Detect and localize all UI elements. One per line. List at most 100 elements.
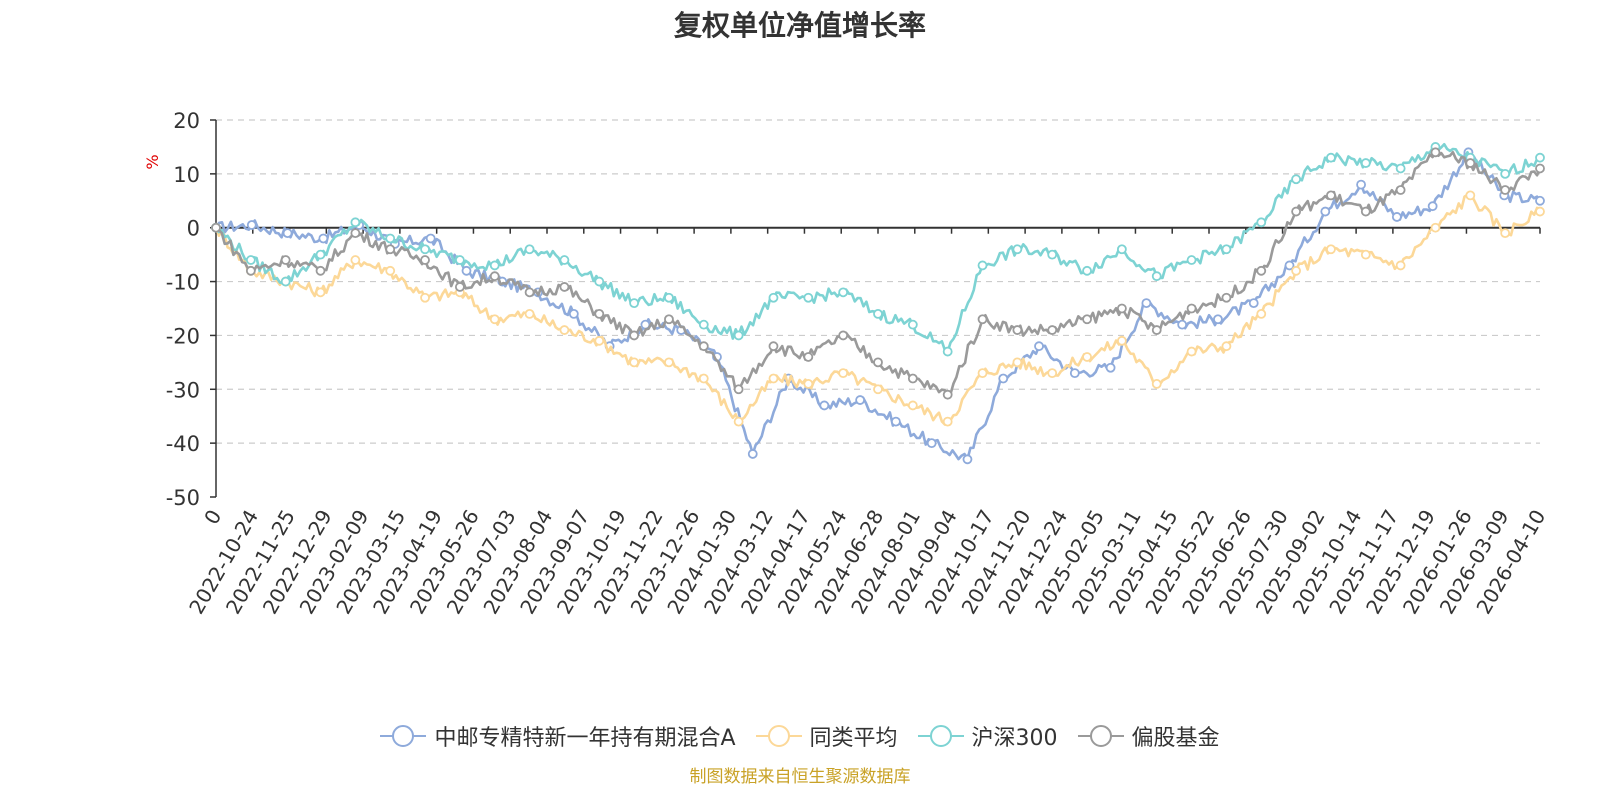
data-point: [942, 389, 953, 400]
data-point: [489, 271, 500, 282]
data-point: [594, 308, 605, 319]
data-point: [698, 319, 709, 330]
data-point: [664, 357, 674, 368]
data-point: [942, 346, 953, 357]
data-point: [211, 222, 221, 233]
data-point: [1326, 152, 1336, 163]
data-point: [1186, 303, 1197, 314]
legend-item[interactable]: 偏股基金: [1077, 720, 1220, 752]
data-point: [838, 368, 849, 379]
data-point: [1465, 158, 1476, 168]
data-point: [1291, 206, 1302, 217]
data-point: [977, 314, 988, 325]
data-point: [1356, 179, 1366, 190]
data-point: [1141, 298, 1152, 309]
data-point: [1427, 201, 1438, 212]
data-point: [594, 335, 605, 346]
grid-layer: [216, 119, 1540, 444]
data-point: [1116, 335, 1127, 346]
data-point: [1186, 346, 1197, 357]
data-point: [1360, 158, 1371, 168]
data-point: [1320, 206, 1331, 217]
data-point: [1082, 352, 1092, 362]
data-point: [1221, 244, 1232, 255]
data-point: [907, 373, 918, 384]
data-point: [425, 233, 436, 244]
data-point: [1535, 195, 1545, 206]
data-point: [873, 384, 883, 395]
data-point: [1151, 271, 1162, 282]
series-layer: [211, 142, 1545, 465]
data-point: [698, 341, 709, 352]
data-point: [977, 260, 988, 271]
data-point: [1105, 362, 1116, 373]
data-point: [1360, 206, 1371, 217]
data-point: [559, 255, 570, 265]
data-point: [350, 255, 361, 265]
y-tick-label: 0: [187, 217, 200, 241]
data-point: [803, 292, 814, 303]
data-point: [1047, 249, 1058, 260]
data-point: [1360, 249, 1371, 260]
data-point: [385, 265, 396, 276]
y-tick-label: -30: [166, 378, 200, 402]
data-point: [524, 308, 535, 319]
data-point: [559, 325, 570, 335]
data-point: [1395, 185, 1406, 195]
data-point: [489, 260, 500, 271]
data-point: [819, 400, 830, 411]
data-point: [489, 314, 500, 325]
data-point: [1500, 228, 1511, 239]
data-point: [1535, 152, 1545, 163]
data-point: [1012, 357, 1023, 368]
data-point: [629, 357, 640, 368]
data-point: [873, 308, 883, 319]
data-point: [1535, 206, 1545, 217]
data-point: [907, 400, 918, 411]
data-point: [1430, 222, 1441, 233]
y-tick-label: 10: [173, 163, 200, 187]
data-point: [629, 298, 640, 309]
legend-marker-icon: [755, 724, 802, 748]
legend-item[interactable]: 沪深300: [917, 720, 1058, 752]
data-point: [926, 438, 937, 449]
data-point: [1082, 265, 1092, 276]
data-point: [1186, 255, 1197, 265]
legend: 中邮专精特新一年持有期混合A 同类平均 沪深300 偏股基金: [0, 720, 1600, 752]
data-point: [1221, 341, 1232, 352]
data-point: [1116, 244, 1127, 255]
y-tick-label: -40: [166, 432, 200, 456]
data-point: [733, 416, 744, 427]
data-point: [1177, 319, 1188, 330]
data-point: [420, 255, 430, 265]
legend-item[interactable]: 同类平均: [755, 720, 898, 752]
data-point: [1256, 308, 1267, 319]
data-point: [890, 416, 901, 427]
data-point: [1069, 368, 1080, 379]
data-point: [733, 330, 744, 341]
y-tick-label: 20: [173, 109, 200, 133]
data-point: [594, 276, 605, 287]
data-point: [942, 416, 953, 427]
data-point: [733, 384, 744, 395]
data-point: [1500, 168, 1511, 179]
legend-marker-icon: [917, 724, 964, 748]
data-point: [1213, 314, 1223, 325]
data-point: [282, 228, 293, 239]
data-point: [1391, 212, 1402, 222]
data-point: [1012, 244, 1023, 255]
legend-label: 偏股基金: [1131, 726, 1220, 751]
data-point: [559, 282, 570, 292]
data-point: [1500, 185, 1511, 195]
data-point: [1256, 265, 1267, 276]
x-tick-label: 0: [199, 506, 226, 529]
data-point: [420, 292, 430, 303]
data-point: [855, 395, 866, 405]
data-point: [385, 244, 396, 255]
data-point: [1221, 292, 1232, 303]
data-point: [747, 449, 758, 459]
legend-item[interactable]: 中邮专精特新一年持有期混合A: [380, 720, 736, 752]
data-point: [524, 244, 535, 255]
data-point: [280, 276, 291, 287]
chart-title: 复权单位净值增长率: [673, 9, 926, 42]
